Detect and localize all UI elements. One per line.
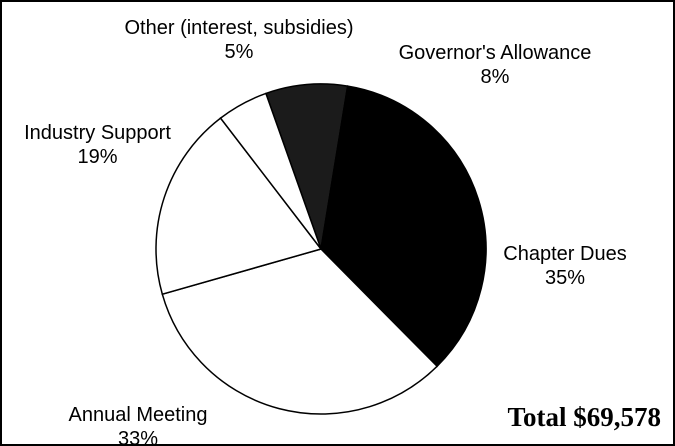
pie-slice-1 <box>320 85 487 368</box>
label-governors-allowance: Governor's Allowance 8% <box>380 41 610 89</box>
label-other: Other (interest, subsidies) 5% <box>114 16 364 64</box>
label-chapter-dues: Chapter Dues 35% <box>490 242 640 290</box>
slice-name-governors-allowance: Governor's Allowance <box>398 42 592 64</box>
slice-percent-other: 5% <box>224 41 254 63</box>
pie-slice-2 <box>161 248 439 415</box>
slice-name-industry-support: Industry Support <box>24 122 171 144</box>
slice-percent-annual-meeting: 33% <box>117 428 159 446</box>
slice-percent-governors-allowance: 8% <box>480 66 510 88</box>
label-annual-meeting: Annual Meeting 33% <box>58 403 218 446</box>
slice-percent-chapter-dues: 35% <box>544 267 586 289</box>
total-label: Total $69,578 <box>507 402 661 432</box>
pie-slice-3 <box>155 117 323 296</box>
slice-percent-industry-support: 19% <box>77 146 118 168</box>
slice-name-annual-meeting: Annual Meeting <box>68 404 208 426</box>
label-industry-support: Industry Support 19% <box>10 121 185 169</box>
slice-name-chapter-dues: Chapter Dues <box>503 243 627 265</box>
pie-slice-4 <box>219 92 322 250</box>
slice-name-other: Other (interest, subsidies) <box>124 17 354 39</box>
